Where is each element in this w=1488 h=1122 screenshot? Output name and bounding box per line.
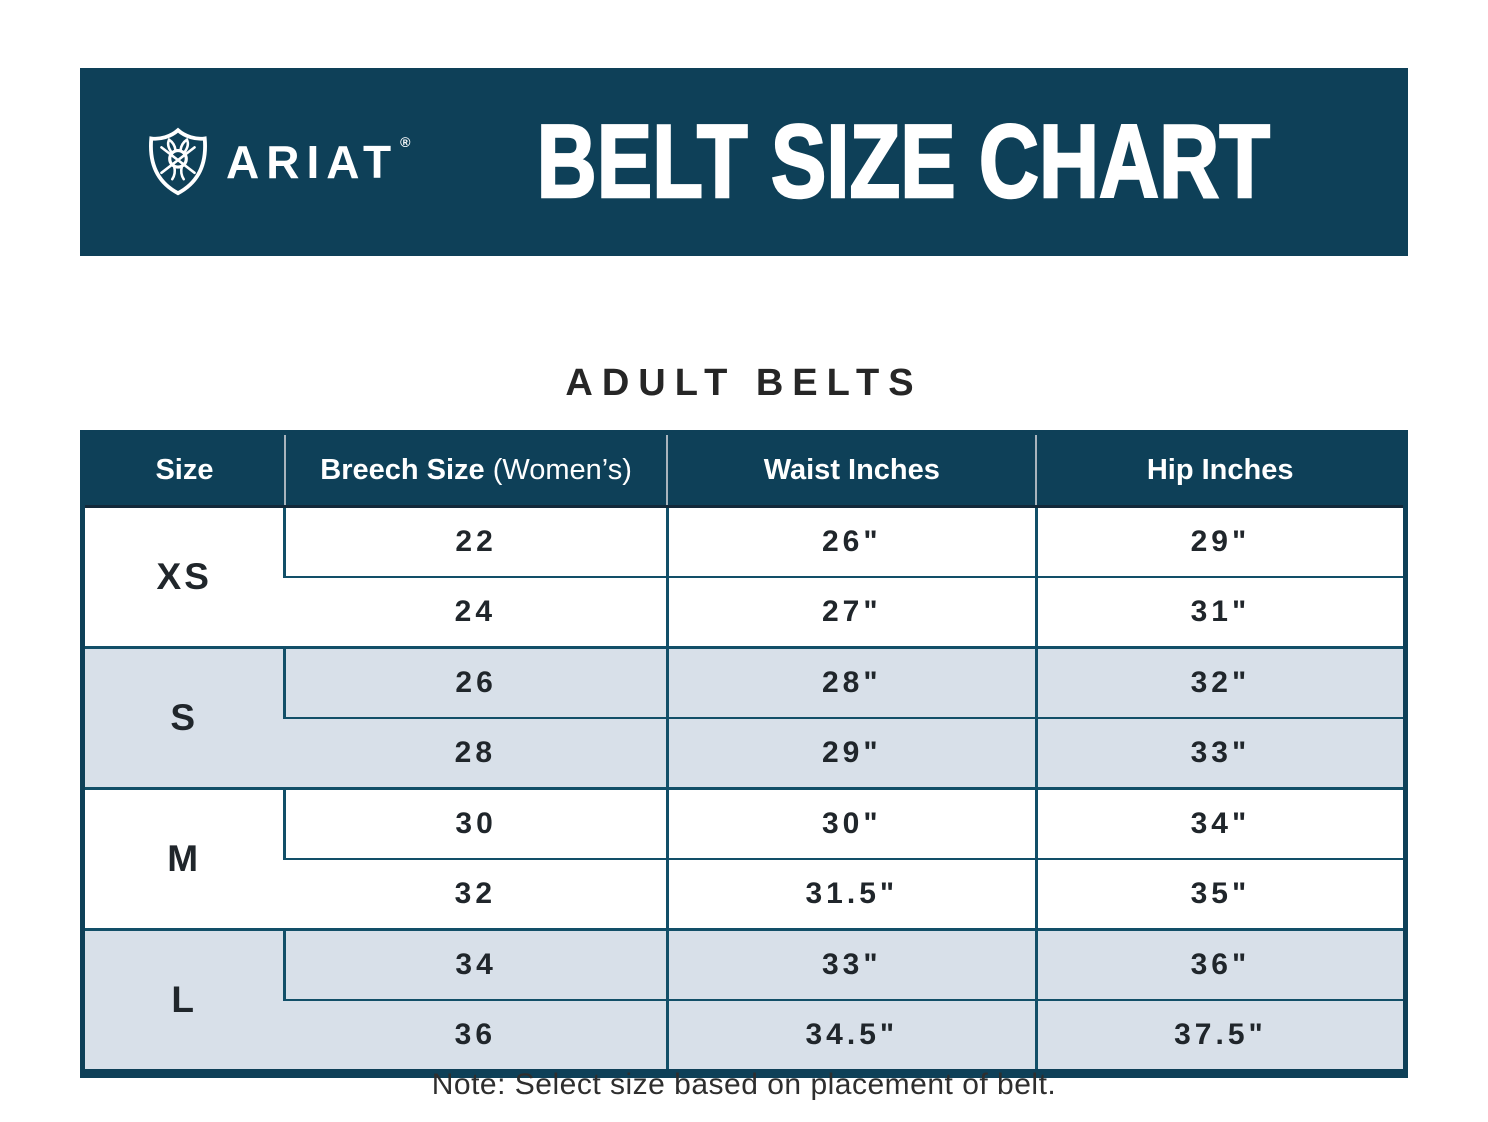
size-chart-table-container: Size Breech Size (Women’s) Waist Inches …: [80, 430, 1408, 1078]
breech-value: 34: [283, 928, 668, 1000]
hip-value: 36": [1034, 928, 1406, 1000]
header-banner: ARIAT ® BELT SIZE CHART: [80, 68, 1408, 256]
waist-value: 29": [665, 717, 1037, 789]
column-header-breech-note: (Women’s): [492, 453, 632, 486]
size-label-xs: XS: [82, 505, 285, 648]
waist-value: 28": [665, 646, 1037, 718]
registered-trademark-symbol: ®: [400, 134, 411, 150]
table-row: M 30 30" 34": [82, 787, 1406, 930]
waist-value: 34.5": [665, 999, 1037, 1074]
section-title: ADULT BELTS: [565, 362, 923, 404]
column-header-hip-inches: Hip Inches: [1035, 432, 1406, 508]
size-chart-table: Size Breech Size (Women’s) Waist Inches …: [80, 430, 1408, 1078]
table-row: 36 34.5" 37.5": [83, 999, 1406, 1074]
table-row: S 26 28" 32": [82, 646, 1406, 789]
column-header-breech-size: Breech Size (Women’s): [283, 432, 668, 508]
hip-value: 32": [1034, 646, 1406, 718]
breech-value: 28: [284, 717, 668, 789]
waist-value: 27": [665, 576, 1037, 648]
breech-value: 32: [284, 858, 668, 930]
size-label-l: L: [82, 928, 285, 1074]
table-row: XS 22 26" 29": [82, 505, 1406, 648]
brand-lockup: ARIAT ®: [146, 127, 410, 197]
hip-value: 37.5": [1034, 999, 1406, 1074]
table-row: 32 31.5" 35": [83, 858, 1406, 930]
waist-value: 31.5": [665, 858, 1037, 930]
waist-value: 26": [665, 505, 1037, 577]
table-header-row: Size Breech Size (Women’s) Waist Inches …: [82, 432, 1406, 508]
page-title: BELT SIZE CHART: [408, 104, 1408, 220]
size-label-s: S: [82, 646, 285, 789]
size-label-m: M: [82, 787, 285, 930]
table-row: L 34 33" 36": [82, 928, 1406, 1074]
ariat-shield-logo-icon: [149, 127, 207, 196]
brand-name: ARIAT: [226, 136, 399, 188]
breech-value: 30: [283, 787, 668, 859]
hip-value: 35": [1034, 858, 1406, 930]
hip-value: 31": [1034, 576, 1406, 648]
waist-value: 30": [665, 787, 1037, 859]
column-header-waist-inches: Waist Inches: [666, 432, 1037, 508]
footnote: Note: Select size based on placement of …: [431, 1068, 1057, 1101]
breech-value: 24: [284, 576, 668, 648]
breech-value: 26: [283, 646, 668, 718]
hip-value: 29": [1034, 505, 1406, 577]
column-header-size: Size: [82, 432, 285, 508]
page-title-text: BELT SIZE CHART: [536, 104, 1271, 220]
hip-value: 33": [1034, 717, 1406, 789]
brand-wordmark: ARIAT ®: [226, 135, 410, 188]
breech-value: 36: [284, 999, 668, 1074]
column-header-breech-bold: Breech Size: [320, 453, 485, 486]
breech-value: 22: [283, 505, 668, 577]
waist-value: 33": [665, 928, 1037, 1000]
hip-value: 34": [1034, 787, 1406, 859]
table-row: 28 29" 33": [83, 717, 1406, 789]
table-row: 24 27" 31": [83, 576, 1406, 648]
